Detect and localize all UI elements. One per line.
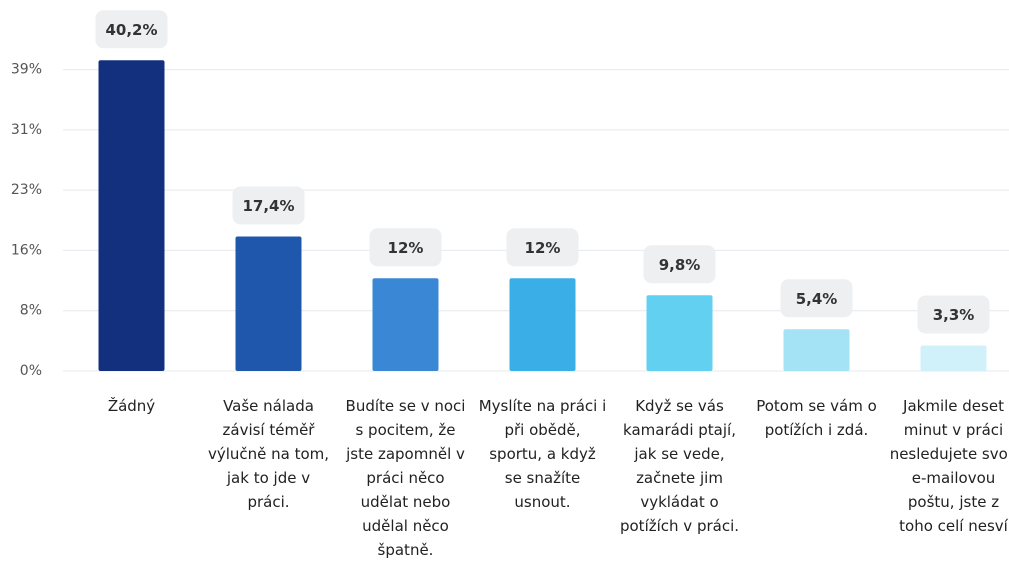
x-tick-label: Jakmile deset minut v práci nesledujete … (889, 397, 1009, 535)
x-tick-label: Vaše nálada závisí téměř výlučně na tom,… (207, 397, 330, 511)
value-label: 9,8% (659, 256, 701, 274)
y-tick-label: 0% (20, 363, 42, 379)
x-tick-label: Myslíte na práci i při obědě, sportu, a … (478, 397, 607, 511)
value-label-box (917, 295, 990, 334)
bar (783, 329, 850, 371)
value-label: 40,2% (105, 21, 157, 39)
value-label-box (506, 228, 579, 267)
value-label-box (95, 10, 168, 49)
value-label-box (369, 228, 442, 267)
x-tick-label: Budíte se v noci s pocitem, že jste zapo… (345, 397, 466, 559)
value-label: 5,4% (796, 290, 838, 308)
value-label: 3,3% (933, 306, 975, 324)
y-tick-label: 8% (20, 303, 42, 319)
x-tick-label: Když se vás kamarádi ptají, jak se vede,… (619, 397, 740, 535)
value-label-box (643, 245, 716, 284)
value-label-box (780, 279, 853, 318)
y-tick-label: 39% (11, 62, 42, 78)
value-label: 12% (388, 239, 424, 257)
x-tick-label: Potom se vám o potížích i zdá. (756, 397, 877, 439)
y-tick-label: 23% (11, 182, 42, 198)
bar (920, 345, 987, 371)
x-tick-label: Žádný (107, 397, 156, 415)
bar (372, 278, 439, 371)
bar (646, 295, 713, 371)
bar (98, 60, 165, 371)
bar (509, 278, 576, 371)
value-label: 12% (525, 239, 561, 257)
value-label: 17,4% (242, 197, 294, 215)
y-tick-label: 16% (11, 242, 42, 258)
bar (235, 236, 302, 371)
value-label-box (232, 186, 305, 225)
y-tick-label: 31% (11, 122, 42, 138)
